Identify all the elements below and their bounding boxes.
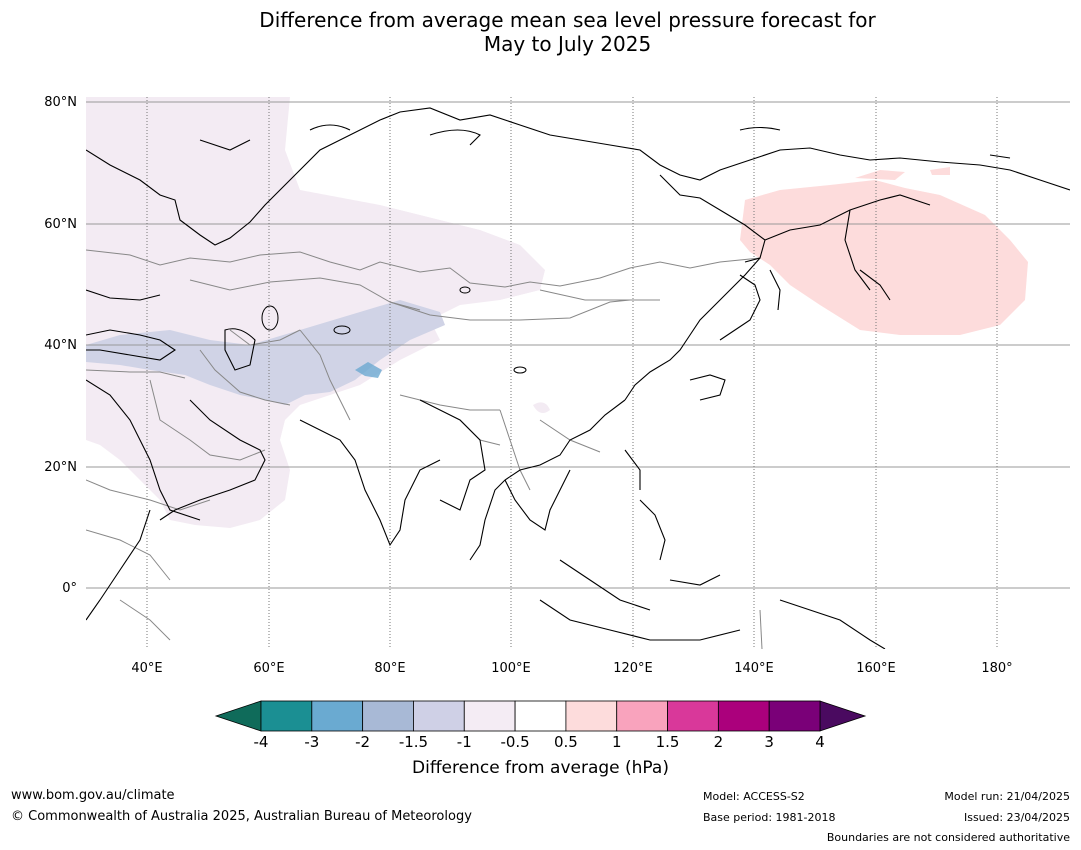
colorbar-bin (362, 700, 414, 732)
map-title-line1: Difference from average mean sea level p… (259, 8, 876, 32)
anomaly-region-blue (355, 362, 382, 378)
colorbar-bin (616, 700, 668, 732)
lon-label-40e: 40°E (131, 661, 163, 676)
colorbar-bin (768, 700, 821, 732)
longitude-gridlines (146, 97, 998, 649)
colorbar-tick-label: 2 (713, 733, 724, 751)
anomaly-region-lavender (86, 300, 445, 405)
anomaly-region-pink-3 (930, 167, 950, 175)
footer-disclaimer: Boundaries are not considered authoritat… (826, 831, 1070, 844)
colorbar-tick-label: -0.5 (500, 733, 530, 751)
coastlines (86, 107, 1070, 649)
lat-label-0: 0° (62, 581, 77, 596)
lon-label-100e: 100°E (491, 661, 531, 676)
colorbar-tick-label: 1 (611, 733, 622, 751)
colorbar-bin (413, 700, 465, 732)
colorbar-bin (260, 700, 313, 732)
country-boundaries (86, 249, 763, 649)
anomaly-region-light-purple-2 (533, 402, 550, 414)
colorbar-tick-label: -2 (355, 733, 371, 751)
lakes (261, 286, 527, 374)
colorbar-tick-label: 3 (764, 733, 774, 751)
footer-model: Model: ACCESS-S2 (703, 790, 805, 803)
colorbar-bin (565, 700, 618, 732)
map-area (86, 97, 1070, 649)
colorbar-title: Difference from average (hPa) (412, 758, 669, 778)
colorbar-bin (514, 700, 567, 732)
colorbar-bin (667, 700, 719, 732)
anomaly-region-pink (740, 180, 1028, 335)
lat-label-20n: 20°N (44, 460, 77, 475)
colorbar-tick-label: 1.5 (655, 733, 680, 751)
anomaly-region-light-purple (86, 97, 545, 528)
colorbar-bin (311, 700, 364, 732)
lat-label-80n: 80°N (44, 95, 77, 110)
lon-label-140e: 140°E (734, 661, 774, 676)
colorbar-extend-high (819, 700, 867, 732)
colorbar (214, 700, 867, 732)
lat-label-60n: 60°N (44, 217, 77, 232)
map-title: Difference from average mean sea level p… (0, 8, 1081, 56)
anomaly-region-pink-2 (855, 170, 905, 180)
footer-issued: Issued: 23/04/2025 (963, 811, 1070, 824)
footer-model-run: Model run: 21/04/2025 (944, 790, 1070, 803)
colorbar-tick-label: -1.5 (398, 733, 429, 751)
lat-label-40n: 40°N (44, 338, 77, 353)
colorbar-tick-label: 4 (815, 733, 825, 751)
lon-label-180: 180° (981, 661, 1013, 676)
footer-copyright: © Commonwealth of Australia 2025, Austra… (11, 809, 472, 824)
lon-label-80e: 80°E (374, 661, 406, 676)
colorbar-bin (717, 700, 770, 732)
colorbar-tick-label: -4 (253, 733, 269, 751)
colorbar-extend-low (214, 700, 262, 732)
colorbar-bin (463, 700, 516, 732)
lon-label-160e: 160°E (856, 661, 896, 676)
map-title-line2: May to July 2025 (483, 32, 652, 56)
footer-website: www.bom.gov.au/climate (11, 788, 175, 803)
footer-base-period: Base period: 1981-2018 (703, 811, 836, 824)
lon-label-120e: 120°E (613, 661, 653, 676)
lon-label-60e: 60°E (253, 661, 285, 676)
colorbar-tick-label: 0.5 (553, 733, 578, 751)
colorbar-tick-label: -3 (304, 733, 320, 751)
colorbar-tick-label: -1 (456, 733, 472, 751)
